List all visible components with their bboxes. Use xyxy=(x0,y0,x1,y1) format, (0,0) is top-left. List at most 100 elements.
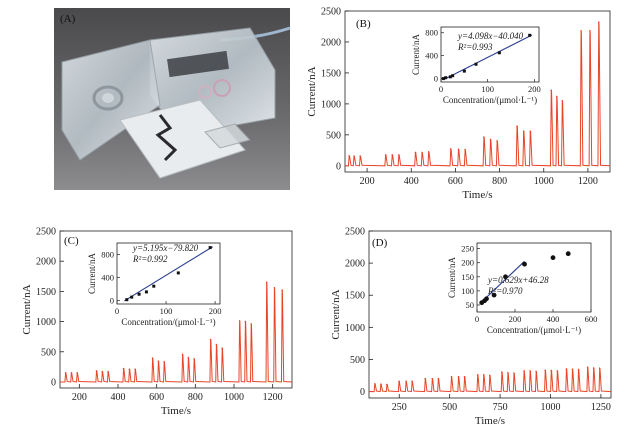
y-tick-label: 500 xyxy=(350,355,365,366)
inset-y-tick-label: 0 xyxy=(434,74,438,84)
peak-point xyxy=(464,148,466,151)
peak-point xyxy=(384,154,387,156)
peak-point xyxy=(209,338,212,341)
inset-x-axis-label: Concentration/(μmol·L⁻¹) xyxy=(443,95,537,105)
peak-point xyxy=(507,372,509,374)
peak-point xyxy=(463,376,466,378)
inset-data-point xyxy=(130,295,134,299)
inset-r-squared: R²=0.970 xyxy=(487,286,523,296)
peak-point xyxy=(421,151,423,154)
peak-point xyxy=(550,89,553,92)
peak-point xyxy=(577,368,580,371)
current-trace-line xyxy=(369,365,612,393)
inset-y-axis-label: Current/nA xyxy=(411,34,421,75)
x-tick-label: 800 xyxy=(188,392,203,403)
peak-point xyxy=(586,366,589,369)
panel-c-chart: 200 400 600 800 1000 120005001000150020002500… xyxy=(21,227,293,417)
inset-y-axis-label: Current/nA xyxy=(447,257,457,298)
inset-fit-line xyxy=(480,260,525,304)
inset-data-point xyxy=(522,261,527,267)
inset-y-tick-label: 100 xyxy=(461,286,474,296)
x-axis-label: Time/s xyxy=(475,415,505,427)
y-tick-label: 1500 xyxy=(36,287,56,298)
inset-data-point xyxy=(125,298,129,302)
inset-x-tick-label: 200 xyxy=(209,306,222,316)
x-tick-label: 1200 xyxy=(578,176,598,187)
y-tick-label: 2500 xyxy=(321,7,341,18)
peak-point xyxy=(561,99,564,102)
x-tick-label: 200 xyxy=(72,392,87,403)
inset-data-point xyxy=(528,33,532,37)
x-tick-label: 1250 xyxy=(591,402,611,413)
peak-point xyxy=(215,343,218,346)
peak-point xyxy=(221,347,224,349)
plot-frame xyxy=(368,230,612,399)
peak-point xyxy=(544,369,547,372)
peak-point xyxy=(589,30,591,32)
peak-point xyxy=(476,374,479,376)
inset-fit-equation: y=0.629x+46.28 xyxy=(487,275,549,285)
inset-y-tick-label: 250 xyxy=(461,244,474,254)
x-tick-label: 400 xyxy=(404,176,419,187)
peak-point xyxy=(398,380,400,383)
peak-point xyxy=(187,357,190,359)
peak-point xyxy=(556,370,559,372)
inset-y-tick-label: 400 xyxy=(101,273,114,283)
peak-point xyxy=(353,155,355,158)
y-tick-label: 0 xyxy=(360,387,365,398)
peak-point xyxy=(598,367,601,370)
plot-frame xyxy=(344,10,611,173)
x-tick-label: 800 xyxy=(492,176,507,187)
inset-y-tick-label: 150 xyxy=(461,272,474,282)
peak-point xyxy=(501,371,503,374)
peak-point xyxy=(571,368,574,371)
peak-point xyxy=(128,368,131,371)
inset-x-tick-label: 100 xyxy=(160,306,173,316)
peak-point xyxy=(529,370,531,372)
inset-r-squared: R²=0.993 xyxy=(457,42,493,52)
panel-label: (B) xyxy=(356,18,371,30)
current-trace-line xyxy=(60,282,293,383)
peak-point xyxy=(107,370,109,373)
inset-data-point xyxy=(176,271,180,275)
peak-point xyxy=(386,383,388,386)
peak-point xyxy=(359,155,362,158)
peak-point xyxy=(265,281,268,284)
x-tick-label: 200 xyxy=(360,176,375,187)
peak-point xyxy=(244,320,247,323)
plot-frame xyxy=(59,230,293,389)
peak-point xyxy=(529,130,532,132)
y-tick-label: 1000 xyxy=(321,99,341,110)
peak-point xyxy=(181,353,184,356)
inset-data-point xyxy=(451,74,455,78)
inset-y-axis-label: Current/nA xyxy=(87,253,97,294)
inset-data-point xyxy=(550,255,556,261)
inset-frame xyxy=(440,26,540,83)
x-tick-label: 1000 xyxy=(534,176,554,187)
y-tick-label: 1500 xyxy=(321,68,341,79)
inset-x-axis-label: Concentration/(μmol·L⁻¹) xyxy=(487,325,581,335)
inset-fit-equation: y=4.098x−40.040 xyxy=(457,31,524,41)
y-axis-label: Current/nA xyxy=(306,66,318,116)
panel-d-chart: 250 500 750 1000 125005001000150020002500Tim… xyxy=(330,227,612,427)
y-tick-label: 0 xyxy=(51,377,56,388)
inset-frame xyxy=(476,242,592,313)
inset-y-tick-label: 800 xyxy=(425,28,438,38)
y-tick-label: 1000 xyxy=(345,323,365,334)
peak-point xyxy=(535,370,537,373)
peak-point xyxy=(457,376,460,378)
x-tick-label: 750 xyxy=(493,402,508,413)
peak-point xyxy=(193,358,195,360)
inset-data-point xyxy=(484,296,489,302)
inset-data-point xyxy=(137,292,141,296)
inset-y-tick-label: 200 xyxy=(461,258,474,268)
x-tick-label: 250 xyxy=(392,402,407,413)
peak-point xyxy=(414,151,417,154)
inset-data-point xyxy=(503,274,508,280)
inset-data-point xyxy=(441,77,445,81)
peak-point xyxy=(483,136,485,139)
inset-fit-line xyxy=(124,246,213,302)
peak-point xyxy=(550,369,553,372)
inset-y-tick-label: 50 xyxy=(466,300,475,310)
y-axis-label: Current/nA xyxy=(330,289,342,339)
